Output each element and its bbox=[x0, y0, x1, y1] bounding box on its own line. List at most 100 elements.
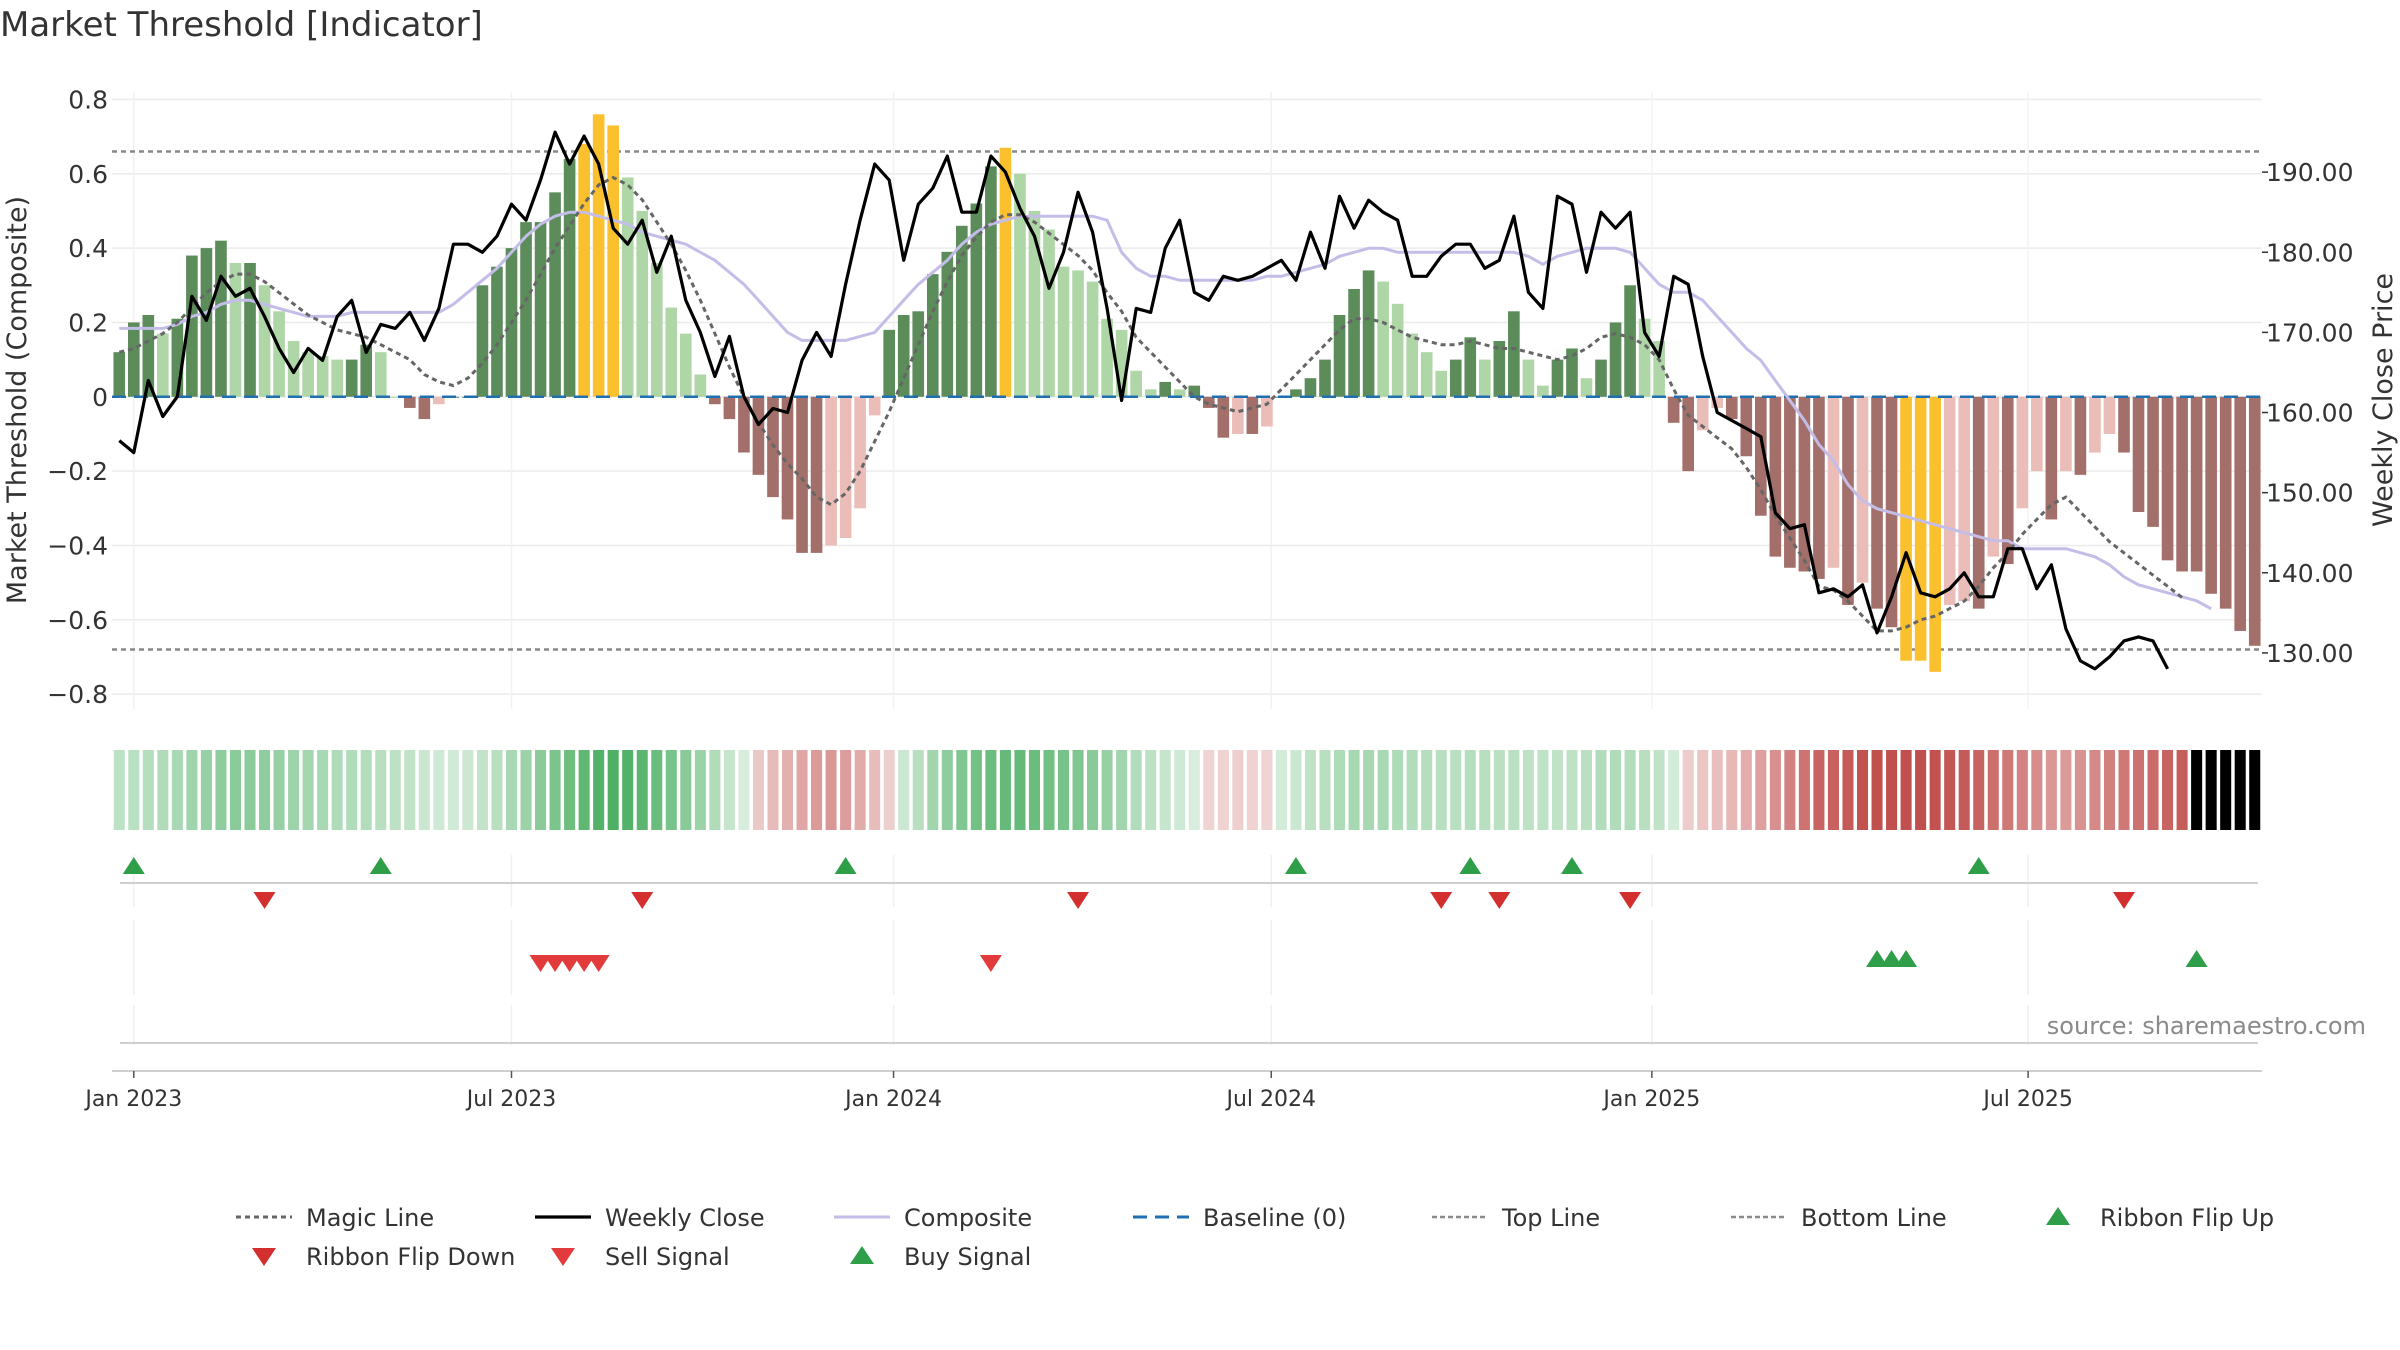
composite-bar bbox=[1217, 396, 1230, 438]
composite-bar bbox=[229, 262, 242, 397]
composite-bar bbox=[1173, 389, 1186, 397]
composite-bar bbox=[345, 359, 358, 397]
ribbon-cell bbox=[331, 750, 343, 830]
composite-bar bbox=[2031, 396, 2043, 472]
composite-bar bbox=[360, 344, 373, 397]
composite-bar bbox=[607, 125, 619, 397]
composite-bar bbox=[1319, 359, 1331, 397]
composite-bar bbox=[2132, 396, 2145, 513]
y2-tick-label: 190.00 bbox=[2266, 158, 2353, 187]
ribbon-cell bbox=[593, 750, 605, 830]
composite-bar bbox=[287, 341, 300, 397]
buy-signal-marker bbox=[1866, 950, 1889, 967]
ribbon-cell bbox=[549, 750, 561, 830]
ribbon-cell bbox=[1915, 750, 1927, 830]
ribbon-cell bbox=[2191, 750, 2203, 830]
ribbon-cell bbox=[1058, 750, 1070, 830]
y-tick-label: −0.8 bbox=[47, 680, 108, 709]
signal-panels bbox=[120, 855, 2258, 1045]
ribbon-cell bbox=[1275, 750, 1287, 830]
y2-axis-label: Weekly Close Price bbox=[2368, 273, 2399, 527]
ribbon-cell bbox=[2089, 750, 2101, 830]
ribbon-flip-down-marker bbox=[631, 892, 654, 909]
y-tick-label: 0.6 bbox=[68, 160, 108, 189]
composite-bar bbox=[1522, 359, 1535, 397]
composite-bar bbox=[2060, 396, 2072, 472]
composite-bar bbox=[985, 166, 997, 397]
ribbon-cell bbox=[607, 750, 619, 830]
composite-bar bbox=[2001, 396, 2014, 565]
ribbon-cell bbox=[433, 750, 445, 830]
ribbon-cell bbox=[1668, 750, 1680, 830]
composite-bar bbox=[1682, 396, 1694, 472]
composite-bar bbox=[549, 192, 561, 397]
ribbon-flip-up-marker bbox=[369, 857, 392, 874]
ribbon-cell bbox=[2234, 750, 2246, 830]
composite-bar bbox=[534, 222, 547, 397]
composite-bar bbox=[1624, 285, 1636, 397]
ribbon-cell bbox=[346, 750, 358, 830]
ribbon-cell bbox=[128, 750, 140, 830]
composite-bar bbox=[2248, 396, 2261, 646]
ribbon-cell bbox=[418, 750, 430, 830]
ribbon-cell bbox=[1580, 750, 1593, 830]
ribbon-cell bbox=[302, 750, 314, 830]
ribbon-cell bbox=[1043, 750, 1055, 830]
legend-label: Ribbon Flip Up bbox=[2100, 1204, 2274, 1232]
ribbon-cell bbox=[2045, 750, 2057, 830]
composite-bar bbox=[592, 114, 605, 397]
sell-signal-marker bbox=[529, 955, 552, 972]
composite-bar bbox=[854, 396, 866, 509]
composite-bar bbox=[200, 248, 213, 397]
composite-bar bbox=[374, 352, 387, 397]
y2-tick-label: 160.00 bbox=[2266, 399, 2353, 428]
ribbon-cell bbox=[1697, 750, 1709, 830]
ribbon-cell bbox=[1174, 750, 1186, 830]
composite-bar bbox=[2016, 396, 2029, 509]
ribbon-cell bbox=[2205, 750, 2217, 830]
ribbon-flip-up-marker bbox=[1560, 857, 1583, 874]
composite-bar bbox=[215, 240, 227, 397]
x-tick-label: Jul 2025 bbox=[1981, 1087, 2073, 1112]
ribbon-cell bbox=[360, 750, 372, 830]
composite-bar bbox=[1711, 396, 1724, 408]
composite-bar bbox=[1914, 396, 1927, 661]
ribbon-cell bbox=[1116, 750, 1128, 830]
composite-bar bbox=[810, 396, 823, 553]
ribbon-cell bbox=[1421, 750, 1433, 830]
ribbon-cell bbox=[2002, 750, 2014, 830]
composite-bar bbox=[1202, 396, 1215, 408]
composite-bar bbox=[491, 266, 503, 397]
composite-bar bbox=[1638, 318, 1651, 397]
composite-bar bbox=[723, 396, 736, 420]
ribbon-cell bbox=[1203, 750, 1215, 830]
legend-label: Ribbon Flip Down bbox=[306, 1243, 515, 1271]
composite-bar bbox=[389, 396, 402, 398]
ribbon-cell bbox=[854, 750, 866, 830]
composite-bar bbox=[1856, 396, 1869, 583]
composite-bar bbox=[142, 315, 155, 397]
ribbon-cell bbox=[1871, 750, 1883, 830]
composite-bar bbox=[1086, 281, 1099, 397]
composite-bar bbox=[520, 222, 532, 397]
composite-bar bbox=[1566, 348, 1578, 397]
composite-bar bbox=[1972, 396, 1985, 609]
ribbon-cell bbox=[535, 750, 547, 830]
ribbon-cell bbox=[694, 750, 706, 830]
legend-item: Sell Signal bbox=[551, 1243, 730, 1271]
ribbon-cell bbox=[2060, 750, 2072, 830]
weekly-close-line bbox=[118, 130, 2170, 671]
ribbon-cell bbox=[622, 750, 634, 830]
ribbon-cell bbox=[1827, 750, 1839, 830]
composite-bar bbox=[1377, 281, 1389, 397]
composite-bar bbox=[1595, 359, 1607, 397]
ribbon-cell bbox=[1334, 750, 1346, 830]
composite-bar bbox=[1464, 337, 1477, 397]
legend-item: Top Line bbox=[1432, 1204, 1600, 1232]
composite-bar bbox=[2234, 396, 2247, 631]
ribbon-cell bbox=[1842, 750, 1854, 830]
ribbon-cell bbox=[1232, 750, 1244, 830]
composite-bar bbox=[171, 318, 184, 397]
legend-label: Composite bbox=[904, 1204, 1032, 1232]
ribbon-cell bbox=[1886, 750, 1898, 830]
